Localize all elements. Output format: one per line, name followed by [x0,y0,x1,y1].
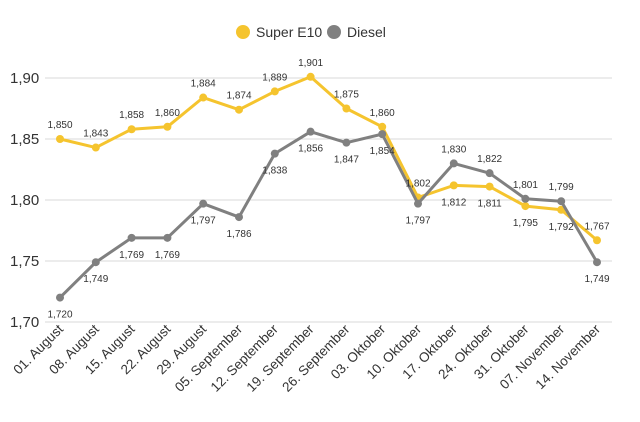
data-point-diesel [163,233,172,242]
data-label-super-e10: 1,850 [47,120,72,131]
data-point-diesel [557,197,566,206]
data-label-super-e10: 1,860 [370,108,395,119]
data-point-diesel [485,169,494,178]
series-line-super-e10 [59,75,598,242]
data-label-diesel: 1,797 [405,216,430,227]
data-point-super-e10 [593,236,601,245]
data-label-super-e10: 1,802 [405,179,430,190]
series-layer [56,72,601,302]
data-point-diesel [378,130,387,139]
series-line-diesel [58,130,599,299]
data-point-diesel [127,233,136,242]
y-tick-label: 1,85 [10,131,39,148]
data-label-super-e10: 1,884 [191,79,216,90]
data-label-diesel: 1,720 [47,310,72,321]
data-point-diesel [521,194,530,203]
data-point-super-e10 [127,125,136,134]
data-point-diesel [449,159,458,168]
legend-label-diesel: Diesel [347,24,386,40]
data-label-diesel: 1,847 [334,155,359,166]
data-point-super-e10 [378,122,387,131]
data-label-diesel: 1,830 [441,144,466,155]
y-tick-label: 1,70 [10,314,39,331]
data-point-super-e10 [56,135,64,143]
y-tick-label: 1,90 [10,70,39,87]
x-tick-label: 14. November [533,321,604,392]
legend-label-super-e10: Super E10 [256,24,322,40]
data-label-diesel: 1,799 [549,182,574,193]
data-label-super-e10: 1,812 [441,197,466,208]
data-point-super-e10 [485,182,494,191]
data-label-diesel: 1,801 [513,180,538,191]
data-label-diesel: 1,769 [119,250,144,261]
data-label-super-e10: 1,901 [298,58,323,69]
data-point-diesel [270,149,279,158]
data-label-diesel: 1,769 [155,250,180,261]
legend-marker-diesel [327,25,341,39]
data-label-super-e10: 1,792 [549,222,574,233]
data-point-diesel [199,199,208,208]
data-label-diesel: 1,856 [298,144,323,155]
y-tick-label: 1,75 [10,253,39,270]
y-tick-label: 1,80 [10,192,39,209]
data-label-super-e10: 1,860 [155,108,180,119]
data-labels: 1,850 1,720 1,843 1,749 1,858 1,769 1,860 1,769… [47,58,609,321]
data-point-diesel [91,258,100,267]
data-label-diesel: 1,854 [370,146,395,157]
data-label-diesel: 1,838 [262,166,287,177]
data-point-diesel [342,138,351,147]
data-label-super-e10: 1,874 [226,91,251,102]
data-point-super-e10 [342,104,351,113]
data-point-super-e10 [235,105,243,114]
legend-marker-super-e10 [236,25,250,39]
data-point-super-e10 [163,122,172,131]
data-point-super-e10 [270,87,279,96]
data-label-super-e10: 1,889 [262,72,287,83]
data-label-diesel: 1,786 [226,229,251,240]
gridlines [45,77,612,323]
data-point-diesel [235,213,243,222]
data-point-super-e10 [199,93,208,102]
data-label-diesel: 1,749 [83,274,108,285]
data-label-diesel: 1,797 [191,216,216,227]
data-label-super-e10: 1,875 [334,90,359,101]
data-label-super-e10: 1,858 [119,110,144,121]
data-label-super-e10: 1,767 [584,221,609,232]
data-point-super-e10 [449,181,458,190]
data-point-super-e10 [91,143,100,152]
data-point-diesel [593,258,601,267]
y-axis-ticks: 1,70 1,75 1,80 1,85 1,90 [10,70,39,331]
legend: Super E10 Diesel [236,24,386,40]
data-label-super-e10: 1,843 [83,129,108,140]
data-point-super-e10 [306,72,315,81]
data-label-diesel: 1,749 [584,274,609,285]
data-point-diesel [306,127,315,136]
data-point-diesel [56,293,64,302]
data-label-super-e10: 1,811 [477,199,502,210]
data-point-diesel [414,199,422,208]
data-label-super-e10: 1,795 [513,218,538,229]
data-point-super-e10 [557,205,566,214]
data-point-super-e10 [521,202,530,211]
data-label-diesel: 1,822 [477,154,502,165]
